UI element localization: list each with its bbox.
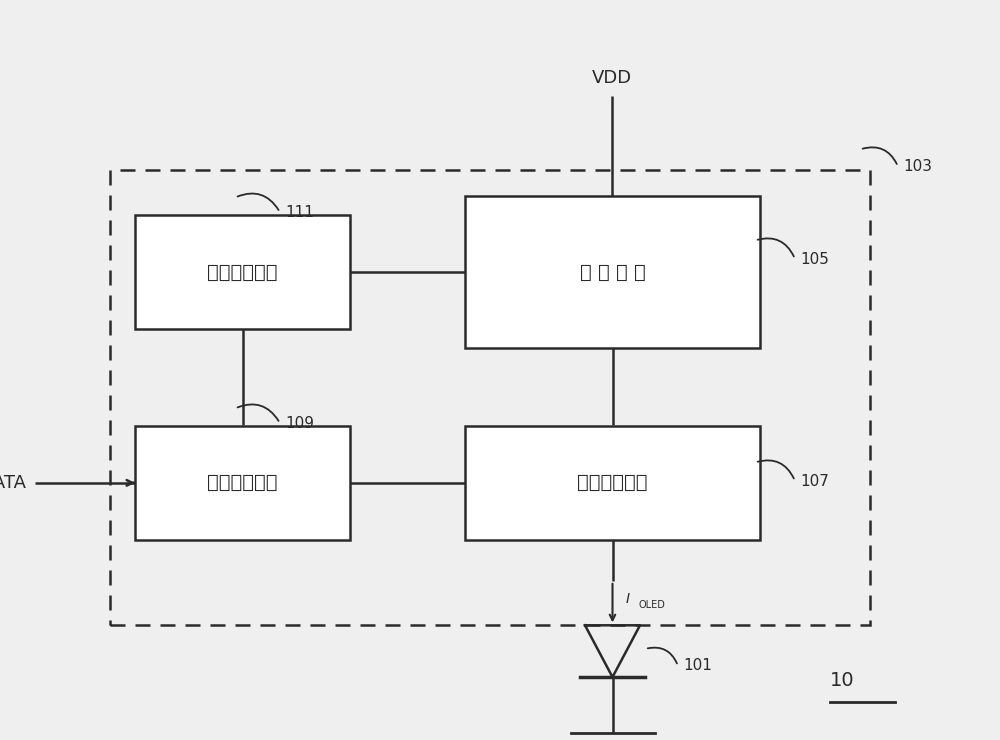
Text: 初始控制单元: 初始控制单元 <box>207 263 278 281</box>
Text: VDD: VDD <box>592 70 632 87</box>
Bar <box>135 425 350 540</box>
Text: 107: 107 <box>800 474 829 488</box>
Text: 105: 105 <box>800 252 829 266</box>
Text: I: I <box>626 593 630 606</box>
Bar <box>135 215 350 329</box>
Text: 111: 111 <box>285 205 314 220</box>
Bar <box>110 170 870 625</box>
Text: 驱 动 单 元: 驱 动 单 元 <box>580 263 645 281</box>
Text: 101: 101 <box>683 659 712 673</box>
Bar <box>465 425 760 540</box>
Text: 103: 103 <box>903 159 932 174</box>
Text: 109: 109 <box>285 416 314 431</box>
Bar <box>465 196 760 348</box>
Text: 10: 10 <box>830 671 855 690</box>
Text: OLED: OLED <box>639 600 665 610</box>
Text: 数据储存单元: 数据储存单元 <box>207 474 278 492</box>
Text: VDATA: VDATA <box>0 474 27 492</box>
Text: 电致控制单元: 电致控制单元 <box>577 474 648 492</box>
